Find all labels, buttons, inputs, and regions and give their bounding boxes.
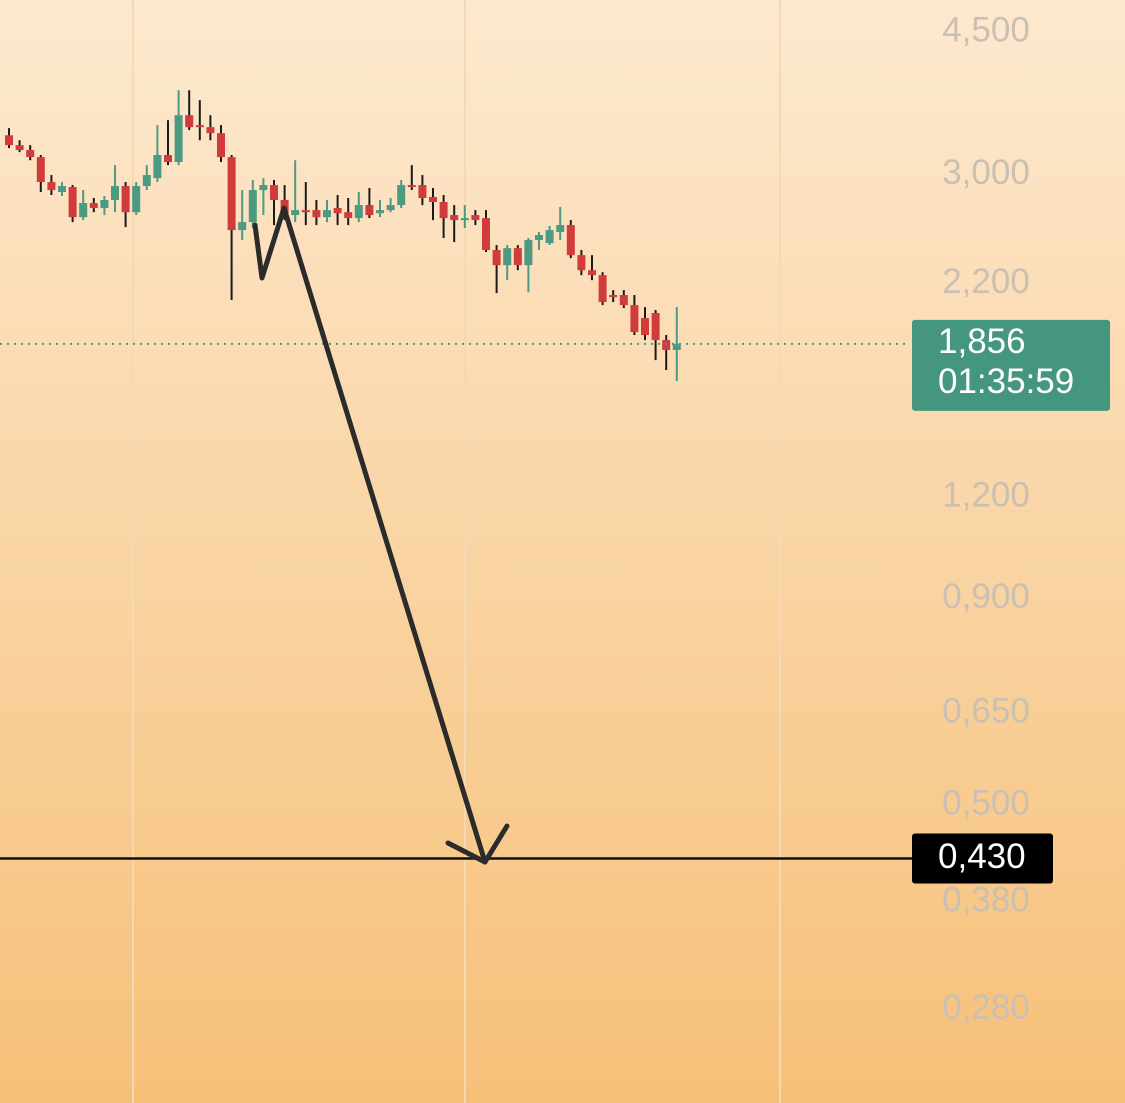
- candle-body: [397, 185, 406, 206]
- candle-body: [111, 186, 119, 200]
- y-tick-label: 3,000: [942, 153, 1030, 192]
- candle-body: [482, 218, 490, 251]
- candle-body: [386, 205, 395, 211]
- candle-body: [344, 212, 353, 219]
- candle-body: [598, 275, 607, 303]
- candle-body: [333, 208, 342, 214]
- candle-body: [185, 115, 194, 128]
- candle-body: [513, 248, 522, 266]
- candles: [5, 90, 681, 382]
- countdown: 01:35:59: [938, 362, 1074, 401]
- candle-body: [566, 225, 575, 256]
- candle-body: [672, 343, 681, 350]
- candle-body: [227, 157, 236, 231]
- candle-body: [503, 248, 512, 266]
- candle-body: [100, 199, 109, 209]
- candle-body: [238, 222, 247, 231]
- y-tick-label: 1,200: [942, 476, 1030, 515]
- candle-body: [79, 203, 88, 218]
- candle-body: [630, 305, 639, 333]
- candle-body: [301, 210, 310, 213]
- candle-body: [429, 196, 437, 203]
- y-tick-label: 0,500: [942, 784, 1030, 823]
- candle-body: [354, 205, 363, 219]
- candle-body: [248, 190, 257, 223]
- arrow-path: [252, 205, 488, 865]
- candle-body: [545, 230, 554, 244]
- candle-body: [217, 133, 225, 158]
- candle-body: [68, 187, 77, 218]
- candle-body: [460, 218, 469, 221]
- candle-body: [291, 210, 300, 216]
- y-tick-label: 4,500: [942, 10, 1030, 49]
- candle-body: [5, 135, 13, 146]
- drawn-arrow: [252, 205, 510, 865]
- candle-body: [577, 255, 586, 271]
- candle-body: [36, 157, 45, 183]
- arrow-head: [445, 823, 510, 865]
- candle-body: [164, 154, 172, 163]
- candle-body: [142, 175, 151, 187]
- candle-body: [206, 127, 215, 134]
- candle-body: [407, 185, 416, 188]
- candle-body: [174, 115, 183, 163]
- candle-body: [418, 185, 427, 198]
- candle-body: [556, 225, 565, 233]
- candle-body: [365, 205, 374, 216]
- candle-body: [132, 186, 141, 213]
- candle-body: [588, 270, 596, 276]
- candle-body: [153, 154, 162, 179]
- candle-body: [651, 312, 660, 341]
- candle-body: [492, 250, 501, 266]
- y-tick-label: 2,200: [942, 262, 1030, 301]
- candle-body: [641, 318, 649, 336]
- y-axis: 4,500 3,000 2,200 1,200 0,900 0,650 0,500 0,380…: [942, 10, 1030, 1026]
- candle-body: [47, 182, 56, 191]
- candle-body: [619, 295, 628, 306]
- last-price-box: [912, 319, 1110, 411]
- target-level-label: 0,430: [938, 837, 1026, 876]
- candle-body: [450, 215, 459, 221]
- candle-body: [270, 185, 278, 200]
- candle-body: [259, 185, 268, 191]
- y-tick-label: 0,380: [942, 880, 1030, 919]
- candle-body: [121, 186, 130, 213]
- candle-body: [535, 235, 543, 240]
- candle-body: [26, 150, 35, 158]
- candle-body: [662, 340, 671, 350]
- candle-body: [439, 202, 448, 219]
- candle-body: [312, 210, 321, 218]
- y-tick-label: 0,650: [942, 691, 1030, 730]
- y-tick-label: 0,900: [942, 577, 1030, 616]
- candle-body: [376, 210, 384, 214]
- y-tick-label: 0,280: [942, 988, 1030, 1027]
- candle-body: [15, 145, 24, 151]
- last-price-label: 1,856: [938, 322, 1026, 361]
- candle-body: [58, 186, 66, 193]
- candle-body: [323, 210, 331, 218]
- target-level-box: [912, 833, 1053, 884]
- candle-body: [89, 203, 98, 209]
- candle-body: [524, 239, 533, 266]
- candle-body: [609, 295, 618, 298]
- candle-body: [195, 125, 204, 128]
- candle-body: [471, 215, 480, 221]
